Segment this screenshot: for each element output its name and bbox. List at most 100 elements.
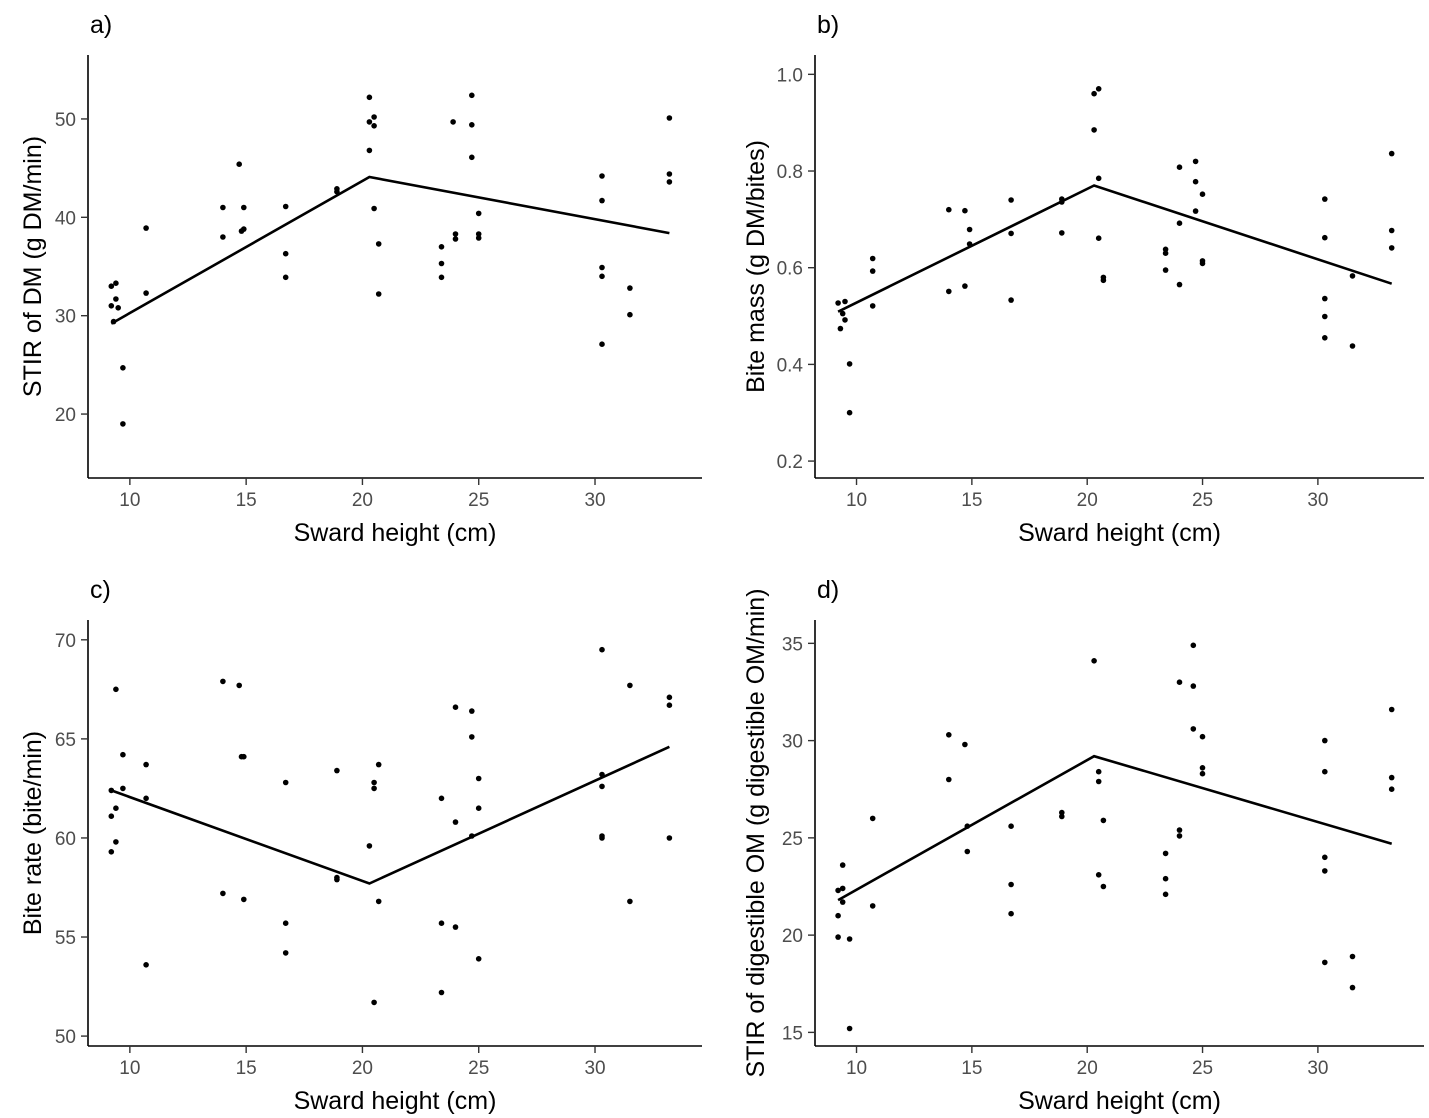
data-point: [627, 682, 633, 689]
y-axis-title: STIR of digestible OM (g digestible OM/m…: [742, 588, 770, 1077]
data-point: [113, 686, 119, 693]
data-point: [1176, 827, 1183, 833]
data-point: [371, 205, 377, 212]
data-point: [627, 311, 633, 318]
data-point: [113, 805, 119, 811]
data-point: [962, 741, 968, 748]
data-point: [241, 753, 247, 760]
y-tick-label: 20: [55, 405, 76, 426]
data-point: [438, 274, 445, 281]
data-point: [143, 962, 149, 968]
data-point: [1095, 235, 1102, 241]
data-point: [438, 795, 445, 802]
x-axis-title: Sward height (cm): [1018, 519, 1221, 547]
data-point: [846, 361, 853, 367]
data-point: [1008, 297, 1014, 303]
data-point: [1008, 197, 1014, 203]
x-tick-label: 20: [1077, 490, 1098, 511]
data-point: [438, 244, 445, 250]
data-point: [964, 848, 971, 855]
y-tick-label: 70: [55, 631, 76, 652]
data-point: [282, 250, 289, 257]
data-point: [842, 298, 848, 305]
data-point: [1349, 984, 1356, 991]
data-point: [599, 771, 605, 778]
x-tick-label: 10: [119, 490, 140, 511]
data-point: [666, 115, 673, 121]
x-tick-label: 30: [1307, 490, 1328, 511]
data-point: [108, 303, 115, 309]
data-point: [839, 885, 846, 892]
y-tick-label: 35: [782, 634, 803, 655]
data-point: [1008, 823, 1014, 829]
y-tick-label: 20: [782, 926, 803, 947]
data-point: [108, 283, 115, 290]
y-tick-label: 0.4: [777, 355, 804, 376]
fitted-line: [110, 745, 670, 885]
data-point: [869, 268, 876, 274]
data-point: [1388, 245, 1395, 251]
x-tick-label: 25: [1192, 1058, 1213, 1079]
data-point: [1322, 234, 1328, 241]
data-point: [366, 147, 373, 154]
data-point: [1192, 178, 1199, 185]
data-point: [366, 94, 373, 101]
data-point: [282, 274, 289, 281]
data-point: [1199, 770, 1206, 777]
data-point: [438, 260, 445, 267]
data-point: [599, 264, 605, 271]
data-point: [241, 204, 247, 211]
panel-d: 10 15 20 25 30 15 20 25 30 35 d) Sward height (cm) S…: [742, 576, 1424, 1115]
data-point: [371, 114, 377, 120]
data-point: [599, 173, 605, 179]
x-tick-label: 30: [1307, 1058, 1328, 1079]
y-tick-label: 1.0: [777, 65, 803, 86]
x-tick-label: 25: [1192, 490, 1213, 511]
data-point: [839, 310, 846, 317]
data-point: [1349, 343, 1356, 349]
data-point: [375, 241, 382, 247]
data-point: [1095, 175, 1102, 182]
x-tick-label: 15: [961, 1058, 982, 1079]
fitted-line: [110, 175, 670, 325]
data-point: [236, 682, 242, 689]
data-point: [371, 123, 377, 129]
data-point: [1388, 227, 1395, 234]
data-point: [1176, 679, 1183, 685]
data-point: [282, 950, 289, 956]
data-point: [375, 761, 382, 768]
data-point: [1091, 90, 1097, 97]
x-tick-label: 15: [236, 1058, 257, 1079]
data-point: [1199, 765, 1206, 771]
data-point: [1388, 786, 1395, 792]
data-point: [334, 876, 340, 883]
data-point: [666, 835, 673, 841]
data-point: [1162, 891, 1169, 898]
x-tick-label: 20: [352, 490, 373, 511]
y-tick-label: 50: [55, 110, 76, 131]
data-point: [1388, 774, 1395, 781]
data-point: [1059, 230, 1065, 236]
data-point: [108, 849, 115, 855]
y-tick-label: 15: [782, 1023, 803, 1044]
data-point: [1008, 910, 1014, 917]
data-point: [946, 732, 952, 738]
y-axis-title: Bite rate (bite/min): [19, 731, 47, 935]
panel-a: 10 15 20 25 30 20 30 40 50 a) Sward height (cm) STI…: [19, 11, 702, 547]
data-point: [334, 767, 340, 774]
data-point: [1095, 872, 1102, 878]
data-point: [143, 761, 149, 768]
data-point: [113, 280, 119, 287]
data-point: [438, 920, 445, 926]
data-point: [108, 813, 115, 819]
y-tick-label: 55: [55, 928, 76, 949]
data-point: [627, 285, 633, 291]
data-point: [1192, 158, 1199, 165]
x-tick-label: 10: [846, 490, 867, 511]
x-tick-label: 20: [1077, 1058, 1098, 1079]
data-point: [220, 678, 226, 685]
data-point: [110, 318, 117, 325]
data-point: [962, 207, 968, 214]
data-point: [220, 890, 226, 897]
